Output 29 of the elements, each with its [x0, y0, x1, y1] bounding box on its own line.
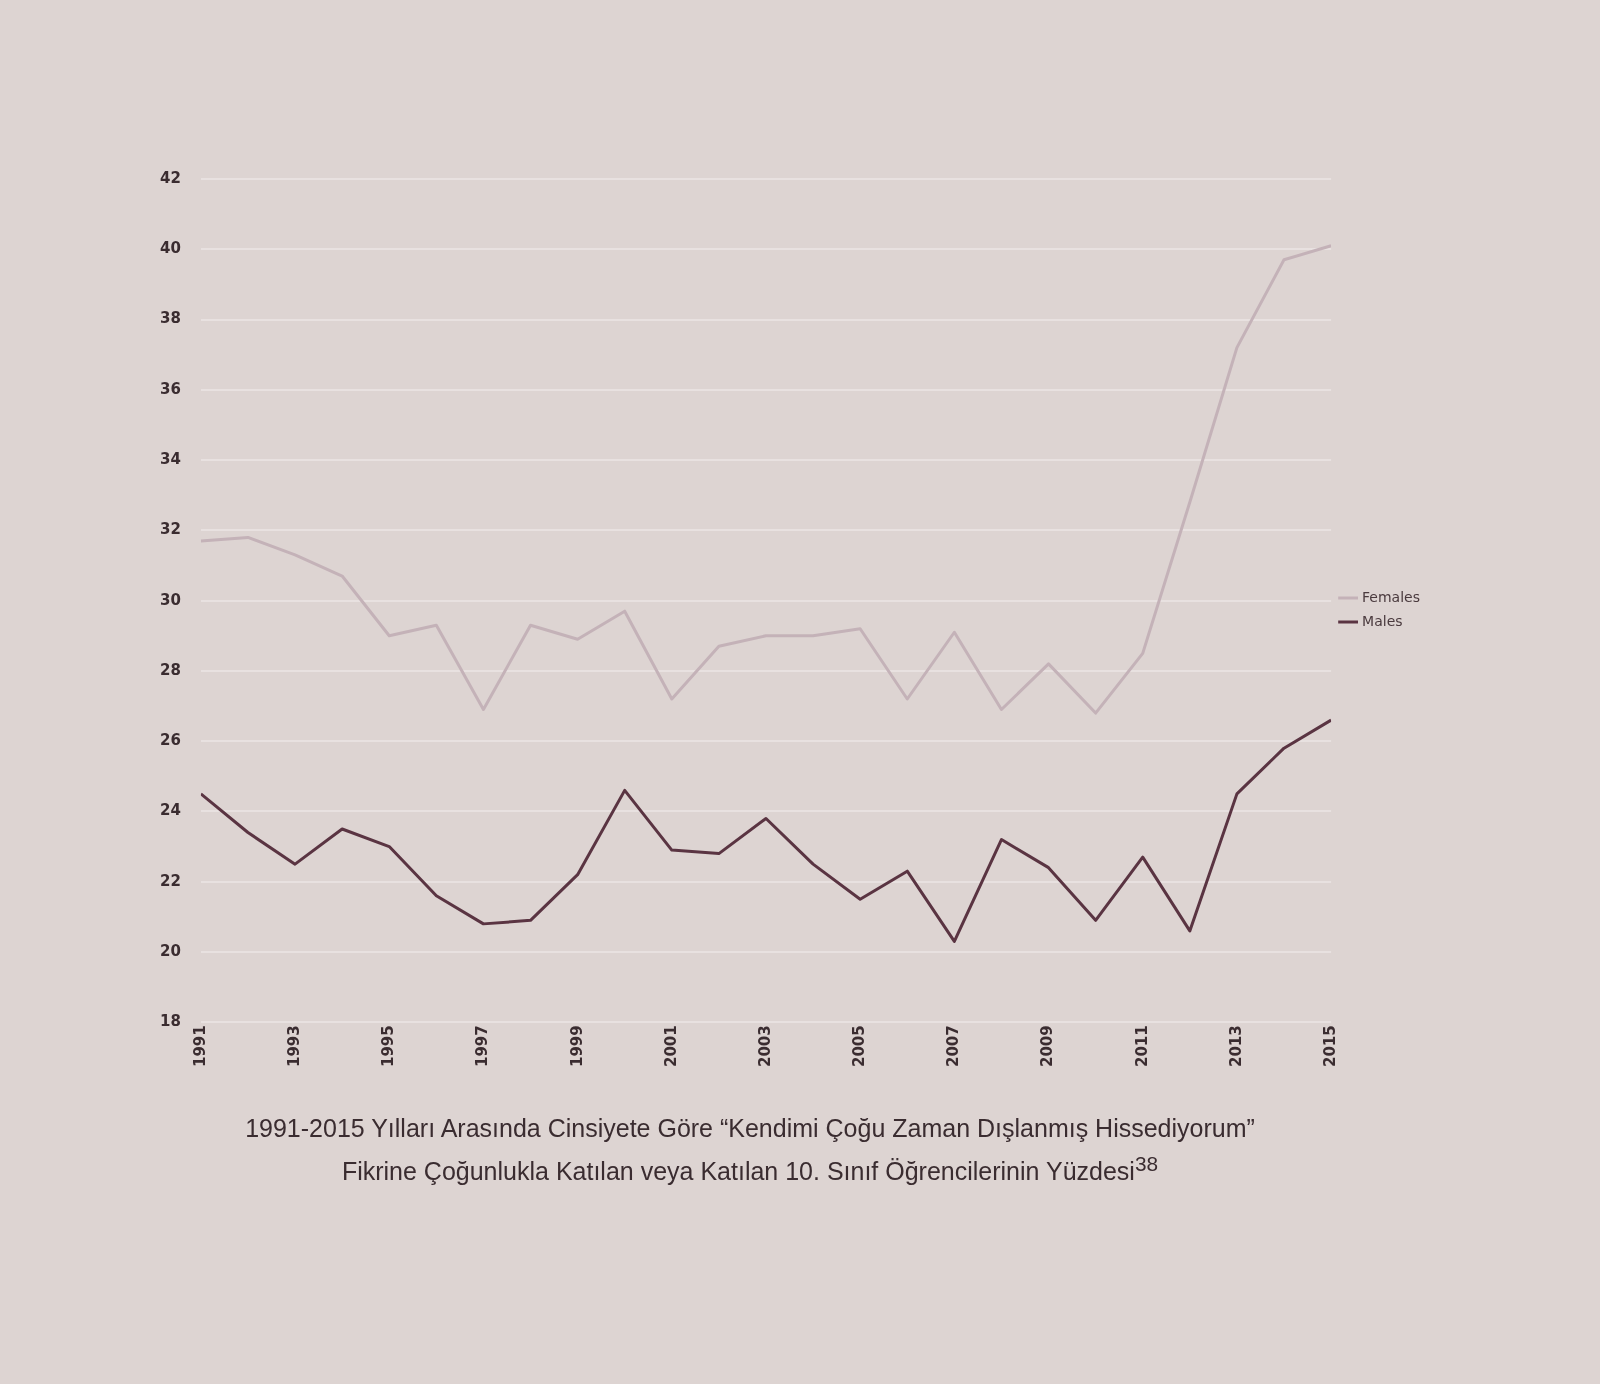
x-tick-label: 1997	[473, 1025, 492, 1067]
x-tick-label: 2015	[1320, 1025, 1339, 1067]
x-tick-label: 2007	[944, 1025, 963, 1067]
x-tick-label: 1993	[284, 1025, 303, 1067]
x-tick-label: 2005	[850, 1025, 869, 1067]
y-tick-label: 38	[160, 309, 181, 328]
x-tick-label: 1999	[567, 1025, 586, 1067]
y-tick-label: 24	[160, 801, 181, 820]
y-tick-label: 22	[160, 871, 181, 890]
text: 1991-2015 Yılları Arasında Cinsiyete Göre “Kendimi Çoğu Zaman Dışlanmış Hissediyorum” Fikrine Çoğunlukla Katılan veya Katılan 10. Sınıf Öğrencilerinin Yüzdesi$^{38}$	[244, 1113, 1256, 1188]
y-tick-label: 26	[160, 731, 181, 750]
y-tick-label: 32	[160, 520, 181, 539]
y-tick-label: 18	[160, 1012, 181, 1031]
y-tick-label: 34	[160, 449, 181, 468]
x-tick-label: 2003	[755, 1025, 774, 1067]
x-tick-label: 2013	[1226, 1025, 1245, 1067]
legend-label: Females	[1362, 588, 1421, 605]
x-tick-label: 2009	[1038, 1025, 1057, 1067]
y-tick-label: 28	[160, 660, 181, 679]
x-tick-label: 1995	[379, 1025, 398, 1067]
y-tick-label: 20	[160, 941, 181, 960]
x-tick-label: 2001	[661, 1025, 680, 1067]
y-tick-label: 36	[160, 379, 181, 398]
y-tick-label: 30	[160, 590, 181, 609]
y-tick-label: 42	[160, 168, 181, 187]
y-tick-label: 40	[160, 239, 181, 258]
legend-label: Males	[1362, 612, 1403, 629]
x-tick-label: 1991	[190, 1025, 209, 1067]
x-tick-label: 2011	[1132, 1025, 1151, 1067]
